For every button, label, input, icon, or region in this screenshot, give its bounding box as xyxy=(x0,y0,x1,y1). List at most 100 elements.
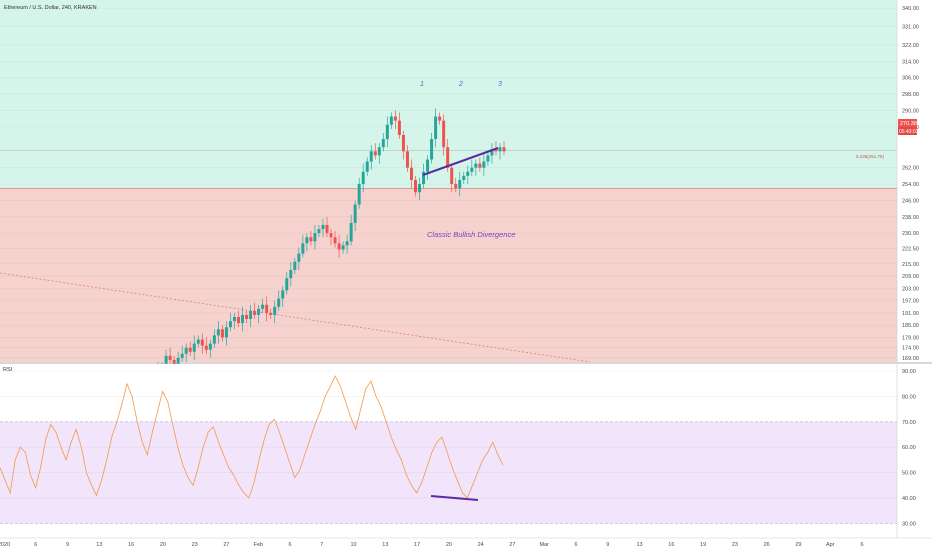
candle xyxy=(329,229,333,246)
candle xyxy=(293,257,297,275)
candle xyxy=(361,163,365,193)
price-tick-label: 246.00 xyxy=(902,198,919,204)
time-tick-label: 7 xyxy=(320,542,323,548)
candle xyxy=(418,177,422,201)
symbol-title: Ethereum / U.S. Dollar, 240, KRAKEN xyxy=(4,5,97,11)
candle xyxy=(192,335,196,360)
time-tick-label: 6 xyxy=(288,542,291,548)
candle xyxy=(381,132,385,152)
rsi-grid xyxy=(0,370,897,524)
rsi-ticks: 90.00 80.00 70.00 60.00 50.00 40.00 30.00 xyxy=(902,369,916,527)
time-tick-label: 6 xyxy=(860,542,863,548)
candle xyxy=(442,114,446,156)
time-tick-label: Feb xyxy=(253,542,262,548)
price-trendline[interactable] xyxy=(422,147,499,176)
price-ticks: 340.00 331.00 322.00 314.00 306.00 298.00 290.… xyxy=(902,6,919,362)
candle xyxy=(249,304,253,328)
rsi-tick-label: 50.00 xyxy=(902,471,916,477)
rsi-trendline[interactable] xyxy=(430,495,479,501)
candle xyxy=(220,325,224,342)
candle xyxy=(204,337,208,354)
candle xyxy=(285,272,289,295)
price-tick-label: 185.00 xyxy=(902,323,919,329)
rsi-tick-label: 70.00 xyxy=(902,420,916,426)
price-axis[interactable]: 340.00 331.00 322.00 314.00 306.00 298.00 290.… xyxy=(896,0,919,362)
candle xyxy=(397,112,401,140)
last-price-text: 270.38 xyxy=(900,121,917,127)
candle xyxy=(273,300,277,324)
price-tick-label: 191.00 xyxy=(902,311,919,317)
candle xyxy=(289,261,293,287)
price-tick-label: 290.00 xyxy=(902,108,919,114)
price-tick-label: 298.00 xyxy=(902,92,919,98)
candle xyxy=(261,298,265,313)
candle xyxy=(458,171,462,197)
time-tick-label: 23 xyxy=(192,542,198,548)
rsi-label: RSI xyxy=(3,367,13,373)
candle xyxy=(212,329,216,348)
candle xyxy=(309,231,313,246)
candle xyxy=(313,224,317,250)
candle xyxy=(409,159,413,189)
divergence-text: Classic Bullish Divergence xyxy=(427,230,515,239)
fib-level-label: 0.236(251.75) xyxy=(856,154,885,159)
candle xyxy=(228,312,232,332)
candle xyxy=(257,304,261,324)
candle xyxy=(277,290,281,311)
candle xyxy=(490,143,494,164)
price-tick-label: 230.00 xyxy=(902,231,919,237)
price-pane[interactable]: 1 2 3 Classic Bullish Divergence 0.236(2… xyxy=(0,0,897,383)
candle xyxy=(337,235,341,258)
time-ticks: 2020 6 9 13 16 20 23 27 Feb 6 7 10 13 17 20 24 27 Mar 6 9 13… xyxy=(0,542,864,548)
rsi-tick-label: 60.00 xyxy=(902,445,916,451)
price-tick-label: 179.00 xyxy=(902,335,919,341)
time-tick-label: 13 xyxy=(96,542,102,548)
price-tick-label: 197.00 xyxy=(902,299,919,305)
candle xyxy=(245,310,249,324)
price-tick-label: 222.50 xyxy=(902,246,919,252)
rsi-line xyxy=(0,375,504,499)
wave-1-label: 1 xyxy=(420,81,424,88)
rsi-tick-label: 30.00 xyxy=(902,521,916,527)
candle xyxy=(486,151,490,166)
time-tick-label: 13 xyxy=(636,542,642,548)
rsi-axis[interactable]: 90.00 80.00 70.00 60.00 50.00 40.00 30.00 xyxy=(896,364,916,538)
time-tick-label: 17 xyxy=(414,542,420,548)
candle xyxy=(341,241,345,254)
candle xyxy=(478,157,482,172)
candle xyxy=(188,341,192,356)
price-grid xyxy=(0,7,897,359)
candle xyxy=(265,296,269,322)
candle xyxy=(438,112,442,125)
time-tick-label: 24 xyxy=(478,542,484,548)
price-tick-label: 331.00 xyxy=(902,25,919,31)
time-tick-label: 16 xyxy=(128,542,134,548)
candle xyxy=(450,163,454,193)
time-tick-label: 10 xyxy=(350,542,356,548)
candle xyxy=(333,231,337,248)
countdown-text: 05:43:03 xyxy=(899,129,919,135)
price-tick-label: 203.00 xyxy=(902,286,919,292)
price-tick-label: 215.00 xyxy=(902,262,919,268)
candle xyxy=(454,177,458,193)
time-tick-label: 13 xyxy=(382,542,388,548)
time-tick-label: 16 xyxy=(668,542,674,548)
candle xyxy=(232,312,236,330)
countdown-tag xyxy=(898,127,917,135)
candle xyxy=(196,335,200,348)
time-tick-label: 19 xyxy=(700,542,706,548)
candle xyxy=(301,235,305,258)
rsi-pane[interactable]: RSI xyxy=(0,364,897,538)
candle xyxy=(353,200,357,232)
candle xyxy=(345,235,349,254)
price-tick-label: 262.00 xyxy=(902,166,919,172)
candle xyxy=(401,130,405,160)
candle xyxy=(184,343,188,362)
time-tick-label: 20 xyxy=(446,542,452,548)
candle xyxy=(305,233,309,252)
price-tick-label: 209.00 xyxy=(902,274,919,280)
candle xyxy=(426,155,430,180)
candle xyxy=(405,145,409,172)
time-axis[interactable]: 2020 6 9 13 16 20 23 27 Feb 6 7 10 13 17 20 24 27 Mar 6 9 13… xyxy=(0,537,932,548)
